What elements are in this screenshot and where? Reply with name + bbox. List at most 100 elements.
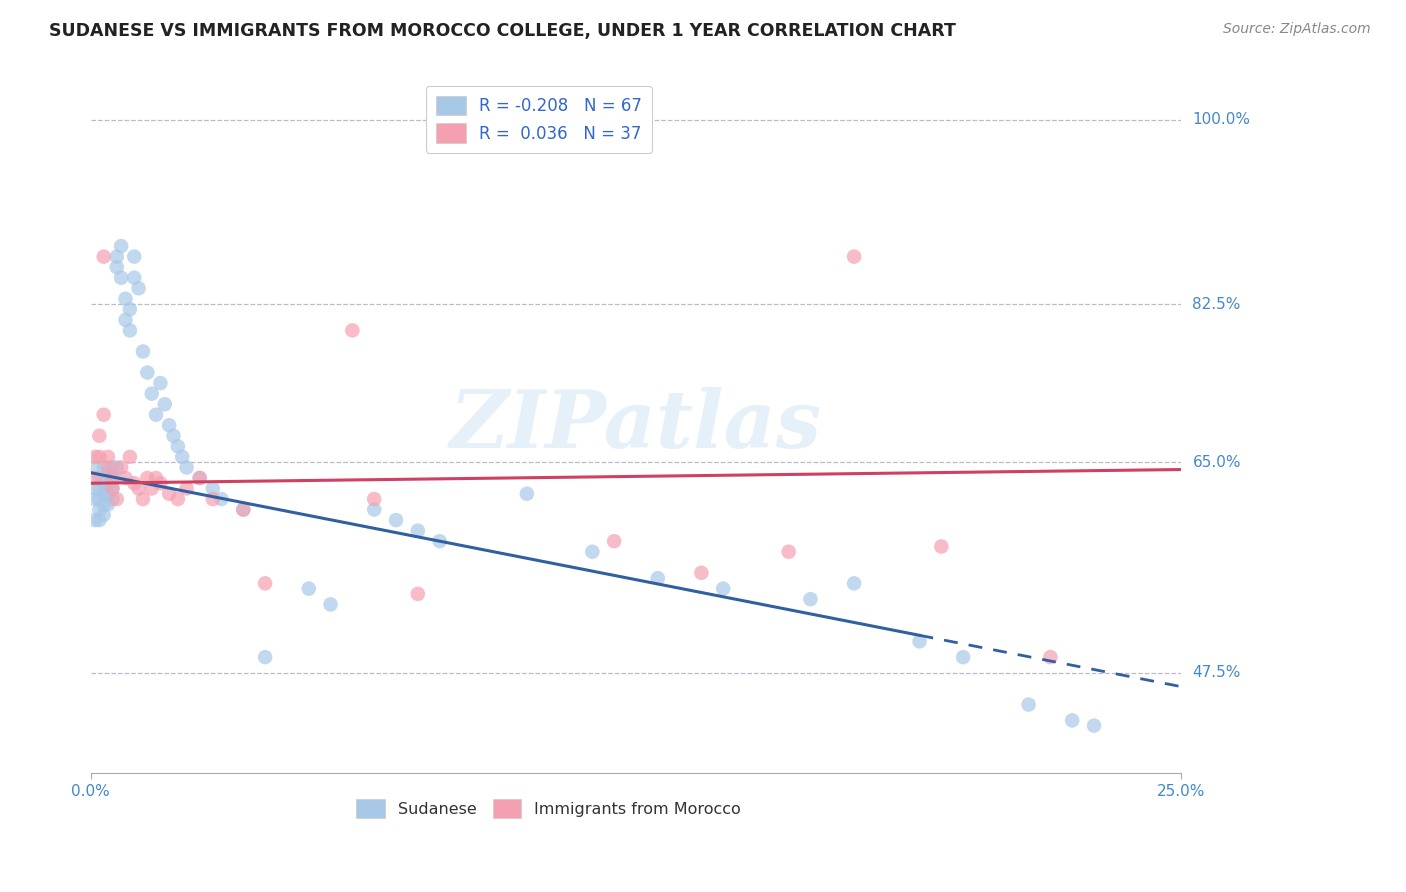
Point xyxy=(93,508,115,522)
Point xyxy=(118,450,141,464)
Point xyxy=(172,450,194,464)
Point xyxy=(84,491,107,506)
Point xyxy=(516,487,538,501)
Point xyxy=(97,476,120,491)
Point xyxy=(429,534,451,549)
Point xyxy=(101,491,124,506)
Point xyxy=(211,491,233,506)
Point xyxy=(97,450,120,464)
Point xyxy=(93,476,115,491)
Point xyxy=(385,513,408,527)
Point xyxy=(110,460,132,475)
Point xyxy=(145,408,167,422)
Point xyxy=(842,250,865,264)
Point xyxy=(136,366,159,380)
Point xyxy=(89,471,111,485)
Point xyxy=(201,482,224,496)
Text: SUDANESE VS IMMIGRANTS FROM MOROCCO COLLEGE, UNDER 1 YEAR CORRELATION CHART: SUDANESE VS IMMIGRANTS FROM MOROCCO COLL… xyxy=(49,22,956,40)
Point xyxy=(105,491,128,506)
Point xyxy=(153,397,176,411)
Point xyxy=(101,471,124,485)
Point xyxy=(1083,719,1105,733)
Point xyxy=(97,466,120,480)
Text: Source: ZipAtlas.com: Source: ZipAtlas.com xyxy=(1223,22,1371,37)
Point xyxy=(110,270,132,285)
Point xyxy=(84,513,107,527)
Legend: Sudanese, Immigrants from Morocco: Sudanese, Immigrants from Morocco xyxy=(350,793,748,824)
Point xyxy=(931,540,953,554)
Point xyxy=(149,376,172,390)
Point xyxy=(141,386,163,401)
Point xyxy=(89,429,111,443)
Point xyxy=(188,471,211,485)
Point xyxy=(581,545,603,559)
Point xyxy=(690,566,713,580)
Point xyxy=(149,476,172,491)
Point xyxy=(132,344,155,359)
Point xyxy=(128,281,150,295)
Point xyxy=(363,491,385,506)
Point xyxy=(97,460,120,475)
Point xyxy=(406,587,429,601)
Point xyxy=(93,408,115,422)
Point xyxy=(167,491,190,506)
Point xyxy=(89,482,111,496)
Point xyxy=(141,482,163,496)
Point xyxy=(105,260,128,275)
Point xyxy=(97,497,120,511)
Point xyxy=(952,650,974,665)
Point xyxy=(136,471,159,485)
Point xyxy=(842,576,865,591)
Point xyxy=(118,323,141,337)
Point xyxy=(167,439,190,453)
Point xyxy=(232,502,254,516)
Point xyxy=(93,487,115,501)
Point xyxy=(122,476,145,491)
Point xyxy=(105,460,128,475)
Point xyxy=(89,450,111,464)
Point xyxy=(101,482,124,496)
Point xyxy=(114,313,136,327)
Point xyxy=(93,250,115,264)
Point xyxy=(114,292,136,306)
Point xyxy=(89,491,111,506)
Text: 100.0%: 100.0% xyxy=(1192,112,1250,127)
Point xyxy=(342,323,364,337)
Point xyxy=(1039,650,1062,665)
Text: ZIPatlas: ZIPatlas xyxy=(450,386,823,464)
Point xyxy=(319,598,342,612)
Point xyxy=(97,487,120,501)
Point xyxy=(128,482,150,496)
Point xyxy=(363,502,385,516)
Point xyxy=(406,524,429,538)
Point xyxy=(711,582,734,596)
Point xyxy=(298,582,321,596)
Text: 65.0%: 65.0% xyxy=(1192,455,1241,470)
Point xyxy=(110,239,132,253)
Point xyxy=(132,491,155,506)
Point xyxy=(647,571,669,585)
Point xyxy=(1018,698,1040,712)
Point xyxy=(101,471,124,485)
Point xyxy=(176,482,198,496)
Point xyxy=(176,460,198,475)
Point xyxy=(93,497,115,511)
Point xyxy=(84,471,107,485)
Point xyxy=(93,460,115,475)
Point xyxy=(84,460,107,475)
Point xyxy=(799,592,821,607)
Point xyxy=(101,482,124,496)
Point xyxy=(89,502,111,516)
Point xyxy=(603,534,626,549)
Point xyxy=(84,450,107,464)
Point xyxy=(254,576,277,591)
Point xyxy=(118,302,141,317)
Point xyxy=(122,250,145,264)
Point xyxy=(101,460,124,475)
Point xyxy=(145,471,167,485)
Text: 47.5%: 47.5% xyxy=(1192,665,1240,681)
Point xyxy=(157,418,180,433)
Point xyxy=(201,491,224,506)
Point xyxy=(122,270,145,285)
Point xyxy=(188,471,211,485)
